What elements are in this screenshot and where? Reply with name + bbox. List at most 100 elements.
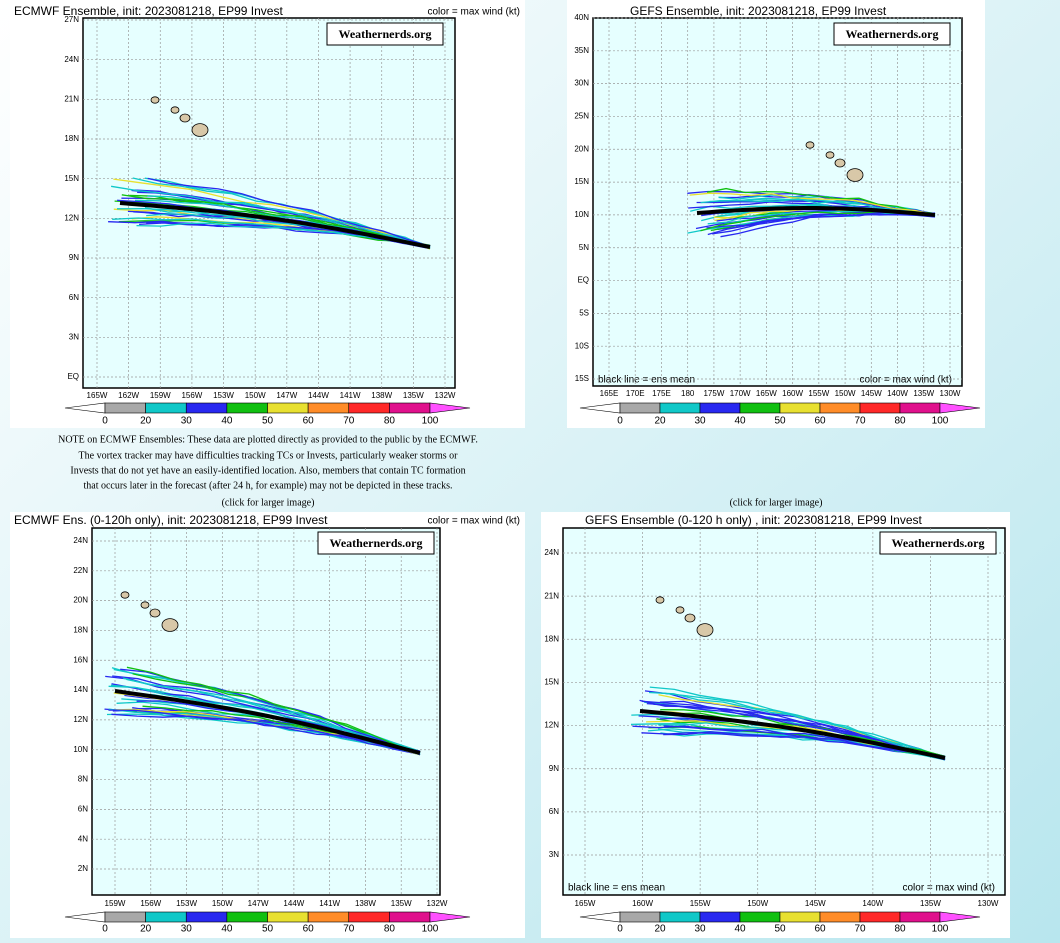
lat-label: 9N <box>549 764 559 773</box>
lat-label: 14N <box>73 685 88 694</box>
map-panel[interactable]: GEFS Ensemble, init: 2023081218, EP99 In… <box>567 0 985 428</box>
colorbar-label: 100 <box>422 416 439 427</box>
note-line: that occurs later in the forecast (after… <box>83 480 452 491</box>
brand-box <box>833 22 951 46</box>
lon-label: 132W <box>427 899 448 908</box>
colorbar-label: 80 <box>894 924 906 935</box>
colorbar-segment <box>619 911 661 923</box>
colorbar-segment <box>185 911 228 923</box>
lon-label: 153W <box>176 899 197 908</box>
ensemble-track <box>122 677 421 754</box>
colorbar-label: 60 <box>814 924 826 935</box>
lon-label: 135W <box>920 899 941 908</box>
lon-label: 132W <box>435 391 456 400</box>
lat-label: 15N <box>64 174 79 183</box>
colorbar-label: 50 <box>774 416 786 427</box>
lon-label: 156W <box>181 391 202 400</box>
brand: Weathernerds.org <box>892 536 985 550</box>
lon-label: 150W <box>747 899 768 908</box>
lon-label: 160W <box>632 899 653 908</box>
colorbar-label: 70 <box>854 416 866 427</box>
island <box>825 151 835 159</box>
colorbar-label: 40 <box>221 924 233 935</box>
note-line: NOTE on ECMWF Ensembles: These data are … <box>58 434 478 445</box>
lat-label: 18N <box>544 634 559 643</box>
brand: Weathernerds.org <box>339 27 432 41</box>
lat-label: 10N <box>574 210 589 219</box>
colorbar-label: 60 <box>303 924 315 935</box>
colorbar-label: 40 <box>734 924 746 935</box>
colorbar-label: 50 <box>262 416 274 427</box>
map-panel[interactable]: ECMWF Ens. (0-120h only), init: 20230812… <box>10 512 525 938</box>
click-link[interactable]: (click for larger image) <box>730 497 823 508</box>
colorbar-end <box>429 911 471 923</box>
wind-label: color = max wind (kt) <box>902 883 995 894</box>
mean-label: black line = ens mean <box>568 883 665 894</box>
colorbar-segment <box>307 402 350 414</box>
panel-title: GEFS Ensemble, init: 2023081218, EP99 In… <box>630 4 887 18</box>
lon-label: 165W <box>87 391 108 400</box>
colorbar-segment <box>899 911 941 923</box>
lat-label: 4N <box>78 834 88 843</box>
colorbar-segment <box>348 911 390 923</box>
lat-label: 16N <box>73 655 88 664</box>
colorbar-segment <box>739 911 781 923</box>
lat-label: 24N <box>73 536 88 545</box>
island <box>170 106 180 114</box>
lon-label: 156W <box>140 899 161 908</box>
lon-label: 140W <box>887 389 908 398</box>
click-link[interactable]: (click for larger image) <box>222 497 315 508</box>
colorbar-segment <box>145 402 187 414</box>
colorbar-label: 40 <box>221 416 233 427</box>
lon-label: 140W <box>862 899 883 908</box>
lon-label: 170W <box>730 389 751 398</box>
lat-label: 18N <box>64 134 79 143</box>
lat-label: 18N <box>73 626 88 635</box>
lon-label: 135W <box>403 391 424 400</box>
ensemble-track <box>121 194 431 249</box>
colorbar-label: 50 <box>262 924 274 935</box>
lat-label: 5N <box>579 243 589 252</box>
lon-label: 138W <box>371 391 392 400</box>
ensemble-mean <box>114 689 421 755</box>
lat-label: 15S <box>575 374 589 383</box>
colorbar-segment <box>859 402 901 414</box>
lat-label: 24N <box>544 548 559 557</box>
colorbar-label: 20 <box>654 416 666 427</box>
colorbar-label: 0 <box>617 924 623 935</box>
colorbar-label: 50 <box>774 924 786 935</box>
lat-label: EQ <box>577 276 589 285</box>
lon-label: 141W <box>340 391 361 400</box>
colorbar-label: 70 <box>854 924 866 935</box>
ensemble-track <box>111 713 421 752</box>
map-panel[interactable]: ECMWF Ensemble, init: 2023081218, EP99 I… <box>10 0 525 428</box>
lat-label: 3N <box>549 850 559 859</box>
lon-label: 144W <box>308 391 329 400</box>
lat-label: 40N <box>574 13 589 22</box>
lat-label: 30N <box>574 79 589 88</box>
lon-label: 135W <box>913 389 934 398</box>
lon-label: 180 <box>681 389 695 398</box>
lon-label: 159W <box>150 391 171 400</box>
ensemble-track <box>660 692 946 760</box>
colorbar-segment <box>619 402 661 414</box>
wind-label: color = max wind (kt) <box>859 375 952 386</box>
colorbar-label: 30 <box>694 924 706 935</box>
colorbar-segment <box>185 402 228 414</box>
colorbar-segment <box>819 402 861 414</box>
colorbar-label: 100 <box>422 924 439 935</box>
lat-label: 10S <box>575 341 589 350</box>
colorbar-segment <box>226 911 268 923</box>
lat-label: 20N <box>73 596 88 605</box>
colorbar-label: 60 <box>814 416 826 427</box>
lon-label: 153W <box>213 391 234 400</box>
lat-label: 12N <box>544 721 559 730</box>
colorbar-segment <box>145 911 187 923</box>
lat-label: 24N <box>64 55 79 64</box>
colorbar-segment <box>389 911 431 923</box>
colorbar-label: 80 <box>384 924 396 935</box>
map-panel[interactable]: GEFS Ensemble (0-120 h only) , init: 202… <box>541 512 1010 938</box>
lon-label: 144W <box>283 899 304 908</box>
lon-label: 147W <box>248 899 269 908</box>
